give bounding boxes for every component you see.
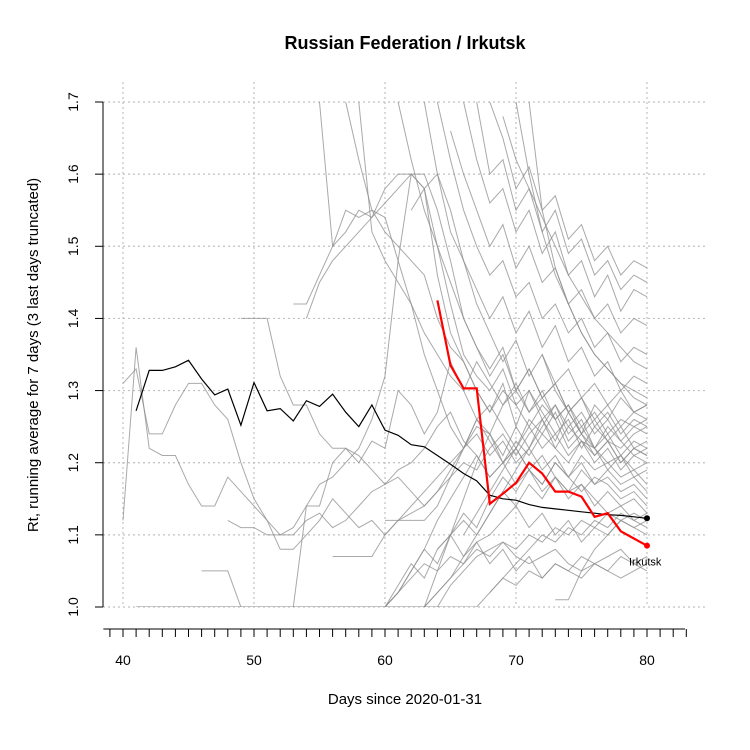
- x-tick-label: 40: [115, 652, 131, 668]
- region-series-line-6: [240, 317, 648, 507]
- region-series-line-19: [423, 101, 648, 392]
- region-series-line-23: [476, 101, 648, 291]
- region-series-line-22: [463, 101, 648, 313]
- region-series-line-11: [319, 101, 648, 435]
- region-series-line-30: [358, 454, 648, 607]
- region-series-line-20: [436, 101, 648, 363]
- region-series-line-24: [489, 101, 648, 276]
- region-series-line-18: [410, 173, 648, 413]
- region-series-line-17: [397, 101, 648, 428]
- region-series-line-25: [502, 116, 648, 370]
- y-tick-label: 1.3: [65, 381, 81, 401]
- x-axis-label: Days since 2020-01-31: [328, 691, 482, 708]
- highlight-series-line: [436, 300, 648, 547]
- region-series-line-36: [423, 396, 648, 607]
- region-series-line-26: [515, 101, 648, 399]
- axes: Irkutsk 1.0 1.1 1.2 1.3 1.4 1.5 1.6 1.7 40 50 60 70 8…: [65, 92, 687, 668]
- x-tick-label: 50: [246, 652, 262, 668]
- y-tick-label: 1.6: [65, 164, 81, 184]
- region-series-line-15: [384, 454, 648, 607]
- region-series-line-27: [463, 425, 648, 536]
- x-tick-label: 60: [377, 652, 393, 668]
- x-tick-label: 80: [639, 652, 655, 668]
- y-tick-label: 1.7: [65, 92, 81, 112]
- chart-title: Russian Federation / Irkutsk: [284, 33, 526, 53]
- region-series-line-35: [385, 389, 648, 521]
- region-series-line-33: [541, 354, 648, 471]
- x-tick-label: 70: [508, 652, 524, 668]
- region-series-line-10: [305, 173, 648, 457]
- region-series-line-21: [450, 130, 648, 334]
- y-tick-label: 1.4: [65, 308, 81, 328]
- region-series-line-4: [136, 505, 648, 607]
- y-axis-label: Rt, running average for 7 days (3 last d…: [25, 178, 42, 532]
- region-series-line-3: [136, 541, 648, 607]
- region-series-line-32: [528, 101, 648, 406]
- y-tick-label: 1.2: [65, 453, 81, 473]
- region-series-line-37: [201, 512, 648, 607]
- region-series-line-28: [437, 469, 648, 550]
- y-tick-label: 1.0: [65, 597, 81, 617]
- region-label: Irkutsk: [629, 557, 662, 569]
- region-series-line-12: [345, 101, 648, 464]
- region-series-line-16: [384, 534, 648, 607]
- national-series-line: [135, 359, 648, 519]
- national-series-endpoint: [644, 515, 650, 522]
- highlight-series-endpoint: [644, 542, 650, 549]
- region-series-line-34: [555, 519, 648, 601]
- y-tick-label: 1.5: [65, 236, 81, 256]
- background-series-group: [122, 101, 648, 607]
- region-series-line-31: [489, 512, 648, 593]
- y-tick-label: 1.1: [65, 525, 81, 545]
- main-series-group: [135, 300, 650, 549]
